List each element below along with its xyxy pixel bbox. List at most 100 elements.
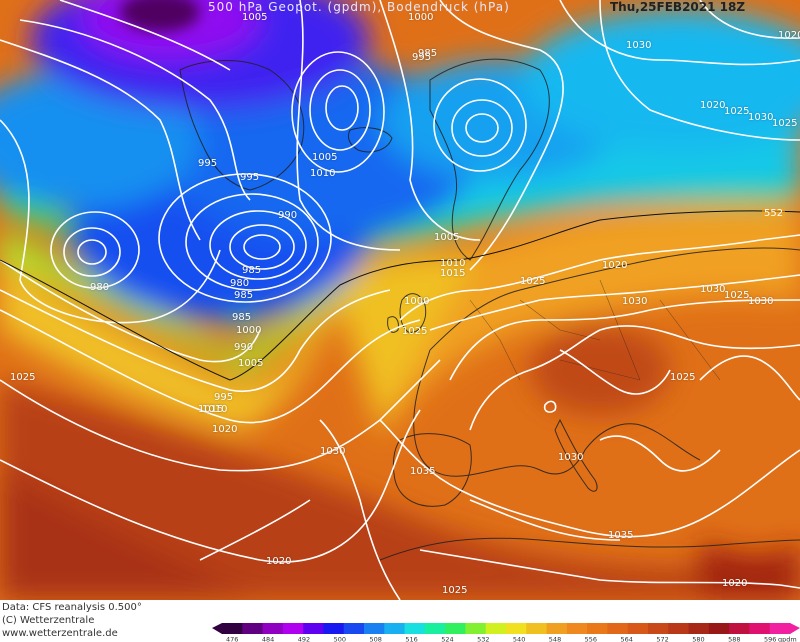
- colorbar-swatch: [587, 623, 608, 634]
- colorbar-swatch: [323, 623, 345, 634]
- isobar-label: 1020: [212, 424, 238, 435]
- isobar-label: 985: [418, 48, 438, 59]
- isobars: [0, 0, 800, 600]
- isobar-label: 985: [232, 312, 252, 323]
- website-link[interactable]: www.wetterzentrale.de: [2, 628, 118, 639]
- isobar-label: 980: [230, 278, 250, 289]
- isobar-label: 1035: [608, 530, 634, 541]
- isobar-label: 1025: [442, 585, 468, 596]
- isobar-label: 1020: [722, 578, 748, 589]
- isobar-label: 1005: [312, 152, 338, 163]
- isobar-label: 1020: [266, 556, 292, 567]
- colorbar-swatch: [343, 623, 365, 634]
- isobar-label: 1010: [310, 168, 336, 179]
- copyright-text: (C) Wetterzentrale: [2, 615, 95, 626]
- colorbar-tick-label: 532: [477, 636, 489, 642]
- colorbar-swatch: [262, 623, 284, 634]
- isobar-label: 1015: [440, 268, 466, 279]
- colorbar-tick-label: 492: [298, 636, 310, 642]
- isobar-label: 1005: [238, 358, 264, 369]
- isobar-label: 985: [242, 265, 262, 276]
- isobar-label: 995: [198, 158, 218, 169]
- colorbar-tick-label: 572: [656, 636, 668, 642]
- data-source-text: Data: CFS reanalysis 0.500°: [2, 602, 142, 613]
- colorbar-swatches: [222, 623, 791, 634]
- colorbar-tick-label: 556: [585, 636, 597, 642]
- colorbar-tick-label: 524: [441, 636, 453, 642]
- colorbar-swatch: [384, 623, 406, 634]
- colorbar-swatch: [668, 623, 690, 634]
- colorbar-swatch: [404, 623, 426, 634]
- isobar-label: 1005: [434, 232, 460, 243]
- colorbar-tick-label: 548: [549, 636, 561, 642]
- colorbar-tick-label: 500: [334, 636, 346, 642]
- isobar-label: 1005: [242, 12, 268, 23]
- colorbar-swatch: [222, 623, 243, 634]
- colorbar-swatch: [485, 623, 507, 634]
- isobar-label: 1010: [440, 258, 466, 269]
- colorbar-swatch: [688, 623, 710, 634]
- colorbar-ticks: 476 484 492 500 508 516 524 532 540 548 556 564 572 5…: [226, 636, 797, 642]
- colorbar-swatch: [749, 623, 771, 634]
- map-canvas: [0, 0, 800, 600]
- colorbar-swatch: [769, 623, 791, 634]
- isobar-label: 995: [214, 392, 234, 403]
- isobar-label: 1025: [724, 106, 750, 117]
- colorbar-right-arrow: [790, 623, 800, 634]
- isobar-label: 1020: [700, 100, 726, 111]
- isobar-label: 990: [234, 342, 254, 353]
- colorbar-swatch: [708, 623, 730, 634]
- colorbar-tick-label: 476: [226, 636, 238, 642]
- colorbar-swatch: [303, 623, 324, 634]
- colorbar: 476 484 492 500 508 516 524 532 540 548 556 564 572 5…: [212, 623, 800, 642]
- colorbar-tick-label: 564: [621, 636, 633, 642]
- colorbar-swatch: [242, 623, 264, 634]
- map-footer: Data: CFS reanalysis 0.500° (C) Wetterze…: [0, 600, 800, 642]
- isobar-label: 1030: [558, 452, 584, 463]
- colorbar-tick-label: 540: [513, 636, 525, 642]
- isobar-label: 995: [240, 172, 260, 183]
- colorbar-swatch: [282, 623, 304, 634]
- isobar-label: 1000: [236, 325, 262, 336]
- geopotential-label: 552: [762, 208, 786, 219]
- colorbar-swatch: [566, 623, 588, 634]
- map-title: 500 hPa Geopot. (gpdm), Bodendruck (hPa): [208, 0, 510, 14]
- isobar-label: 1030: [320, 446, 346, 457]
- isobar-label: 995: [412, 52, 432, 63]
- colorbar-swatch: [546, 623, 568, 634]
- isobar-label: 1030: [748, 112, 774, 123]
- isobar-label: 1025: [670, 372, 696, 383]
- isobar-label: 1025: [402, 326, 428, 337]
- colorbar-swatch: [627, 623, 649, 634]
- colorbar-tick-label: 580: [692, 636, 704, 642]
- isobar-label: 1035: [410, 466, 436, 477]
- colorbar-tick-label: 596: [764, 636, 776, 642]
- isobar-label: 1000: [404, 296, 430, 307]
- isobar-label: 1025: [10, 372, 36, 383]
- colorbar-tick-label: 484: [262, 636, 274, 642]
- colorbar-swatch: [648, 623, 669, 634]
- isobar-label: 1010: [202, 404, 228, 415]
- coastlines: [179, 58, 800, 561]
- geopotential-552-contour: [0, 210, 800, 381]
- isobar-label: 1020: [602, 260, 628, 271]
- isobar-label: 1030: [626, 40, 652, 51]
- colorbar-tick-label: 508: [369, 636, 381, 642]
- colorbar-tick-label: 588: [728, 636, 740, 642]
- colorbar-swatch: [607, 623, 629, 634]
- colorbar-swatch: [506, 623, 527, 634]
- isobar-label: 1025: [772, 118, 798, 129]
- isobar-label: 1025: [724, 290, 750, 301]
- colorbar-unit: gpdm: [778, 636, 797, 642]
- colorbar-swatch: [465, 623, 487, 634]
- isobar-label: 1015: [198, 404, 224, 415]
- colorbar-swatch: [729, 623, 750, 634]
- colorbar-swatch: [424, 623, 446, 634]
- isobar-label: 1030: [748, 296, 774, 307]
- isobar-label: 1025: [520, 276, 546, 287]
- isobar-label: 1030: [622, 296, 648, 307]
- map-datetime: Thu,25FEB2021 18Z: [610, 0, 746, 14]
- isobar-label: 980: [90, 282, 110, 293]
- colorbar-tick-label: 516: [405, 636, 417, 642]
